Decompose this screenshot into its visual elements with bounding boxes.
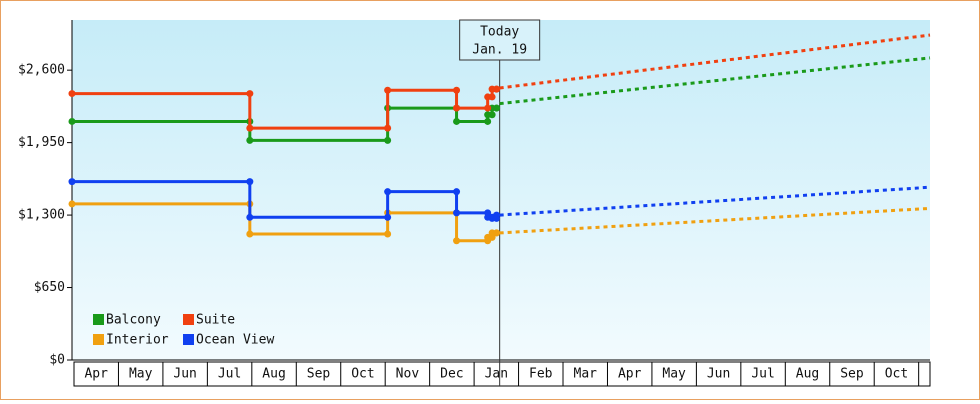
x-tick-label: Jun bbox=[707, 367, 730, 382]
point bbox=[493, 211, 501, 219]
today-date: Jan. 19 bbox=[472, 43, 527, 58]
segment-end bbox=[384, 213, 392, 221]
point bbox=[68, 117, 76, 125]
x-tick-label: Nov bbox=[396, 367, 420, 382]
point bbox=[246, 213, 254, 221]
segment-end bbox=[246, 90, 254, 98]
x-tick-label: Sep bbox=[840, 367, 864, 382]
segment-end bbox=[488, 111, 496, 119]
segment-end bbox=[246, 178, 254, 186]
x-tick-label: May bbox=[129, 367, 153, 382]
point bbox=[493, 85, 501, 93]
legend-label: Interior bbox=[106, 333, 169, 348]
point bbox=[246, 230, 254, 238]
today-title: Today bbox=[480, 25, 519, 40]
point bbox=[246, 124, 254, 132]
x-tick-label: Apr bbox=[84, 367, 108, 382]
point bbox=[384, 86, 392, 94]
segment-end bbox=[384, 124, 392, 132]
point bbox=[384, 188, 392, 196]
segment-end bbox=[384, 230, 392, 238]
legend-swatch bbox=[183, 314, 194, 325]
point bbox=[68, 178, 76, 186]
y-tick-label: $0 bbox=[49, 353, 65, 368]
point bbox=[493, 104, 501, 112]
x-tick-label: Jun bbox=[173, 367, 196, 382]
x-tick-label: Jul bbox=[751, 367, 774, 382]
x-tick-label: Dec bbox=[440, 367, 463, 382]
x-tick-label: Aug bbox=[796, 367, 819, 382]
month-strip bbox=[73, 361, 931, 387]
today-box bbox=[459, 19, 541, 61]
forecast-line bbox=[499, 56, 931, 106]
segment-end bbox=[484, 104, 492, 112]
legend-label: Balcony bbox=[106, 313, 161, 328]
segment-end bbox=[488, 93, 496, 101]
segment-end bbox=[384, 136, 392, 144]
x-tick-label: Oct bbox=[351, 367, 374, 382]
segment-end bbox=[484, 117, 492, 125]
legend-swatch bbox=[93, 314, 104, 325]
legend-swatch bbox=[93, 334, 104, 345]
y-tick-label: $1,950 bbox=[18, 135, 65, 150]
point bbox=[68, 90, 76, 98]
x-tick-label: Aug bbox=[262, 367, 285, 382]
point bbox=[453, 209, 461, 217]
point bbox=[453, 117, 461, 125]
point bbox=[493, 229, 501, 237]
x-tick-label: Apr bbox=[618, 367, 642, 382]
legend-label: Ocean View bbox=[196, 333, 274, 348]
legend-label: Suite bbox=[196, 313, 235, 328]
x-tick-label: Feb bbox=[529, 367, 553, 382]
x-tick-label: Mar bbox=[574, 367, 598, 382]
point bbox=[68, 200, 76, 208]
x-tick-label: May bbox=[662, 367, 686, 382]
point bbox=[453, 237, 461, 245]
segment-end bbox=[453, 188, 461, 196]
x-tick-label: Sep bbox=[307, 367, 331, 382]
segment-end bbox=[453, 86, 461, 94]
forecast-line bbox=[499, 33, 931, 90]
point bbox=[453, 104, 461, 112]
legend-swatch bbox=[183, 334, 194, 345]
y-tick-label: $2,600 bbox=[18, 63, 65, 78]
point bbox=[246, 136, 254, 144]
x-tick-label: Jan bbox=[485, 367, 508, 382]
plot-area bbox=[72, 20, 930, 360]
x-tick-label: Jul bbox=[218, 367, 241, 382]
y-tick-label: $1,300 bbox=[18, 208, 65, 223]
x-tick-label: Oct bbox=[885, 367, 908, 382]
y-tick-label: $650 bbox=[34, 280, 65, 295]
